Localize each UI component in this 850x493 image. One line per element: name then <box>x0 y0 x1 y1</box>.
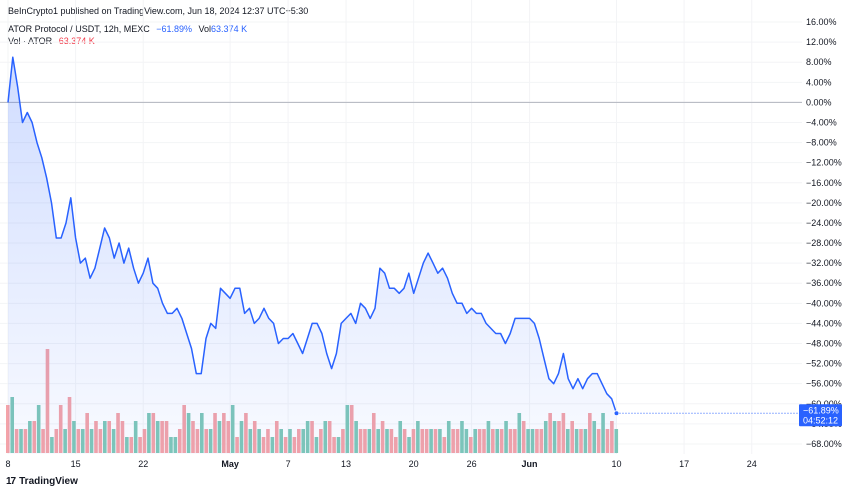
last-price-marker <box>613 410 620 417</box>
y-tick-label: −60.00% <box>806 399 842 409</box>
published-by-text: BeInCrypto1 published on TradingView.com… <box>8 6 309 16</box>
last-value-label-box <box>799 404 842 427</box>
y-tick-label: −8.00% <box>806 138 837 148</box>
x-tick-label: 26 <box>467 459 477 469</box>
y-tick-label: 8.00% <box>806 57 832 67</box>
last-value-label: −61.89% <box>803 405 839 415</box>
y-tick-label: 0.00% <box>806 97 832 107</box>
y-tick-label: 12.00% <box>806 37 837 47</box>
series-area <box>8 57 617 454</box>
tradingview-logo-icon: 17 <box>6 476 16 487</box>
x-tick-label: 10 <box>611 459 621 469</box>
x-tick-label: 8 <box>5 459 10 469</box>
x-tick-label: May <box>221 459 239 469</box>
x-tick-label: 20 <box>409 459 419 469</box>
y-tick-label: −68.00% <box>806 439 842 449</box>
change-percent: −61.89% <box>156 24 193 34</box>
tradingview-logo-text: TradingView <box>19 476 78 487</box>
y-tick-label: −36.00% <box>806 278 842 288</box>
vol-label: Vol <box>198 24 212 34</box>
symbol-title: ATOR Protocol / USDT, 12h, MEXC <box>8 24 150 34</box>
volume-bar <box>6 405 10 453</box>
y-tick-label: −44.00% <box>806 318 842 328</box>
x-tick-label: 15 <box>71 459 81 469</box>
y-tick-label: −16.00% <box>806 178 842 188</box>
y-tick-label: −4.00% <box>806 118 837 128</box>
x-tick-label: Jun <box>522 459 538 469</box>
y-tick-label: −48.00% <box>806 339 842 349</box>
countdown-label: 04:52:12 <box>803 415 838 425</box>
y-tick-label: −40.00% <box>806 298 842 308</box>
x-tick-label: 17 <box>679 459 689 469</box>
series-line <box>7 56 618 414</box>
y-tick-label: −20.00% <box>806 198 842 208</box>
volume-indicator-label: Vol · ATOR <box>8 36 53 46</box>
vol-value: 63.374 K <box>211 24 248 34</box>
volume-legend: Vol · ATOR 63.374 K <box>8 36 95 46</box>
y-tick-label: −24.00% <box>806 218 842 228</box>
x-tick-label: 7 <box>286 459 291 469</box>
y-tick-label: 16.00% <box>806 17 837 27</box>
x-tick-label: 22 <box>138 459 148 469</box>
y-tick-label: −28.00% <box>806 238 842 248</box>
y-tick-label: −52.00% <box>806 359 842 369</box>
y-tick-label: −12.00% <box>806 158 842 168</box>
tradingview-logo[interactable]: 17 TradingView <box>6 476 78 487</box>
y-tick-label: −56.00% <box>806 379 842 389</box>
x-tick-label: 13 <box>341 459 351 469</box>
x-tick-label: 24 <box>747 459 757 469</box>
y-tick-label: −32.00% <box>806 258 842 268</box>
symbol-legend: ATOR Protocol / USDT, 12h, MEXC −61.89% … <box>8 24 247 34</box>
y-tick-label: 4.00% <box>806 77 832 87</box>
volume-indicator-value: 63.374 K <box>58 36 95 46</box>
